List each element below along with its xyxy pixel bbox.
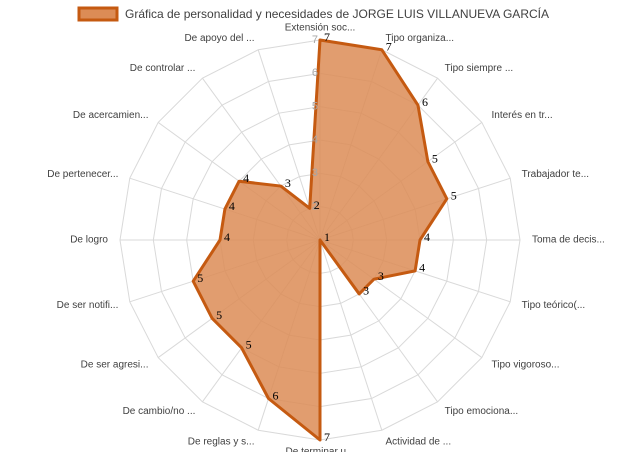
category-label: De cambio/no ... [123,406,196,417]
legend-swatch [77,6,119,22]
category-label: Tipo siempre ... [445,63,514,74]
data-label: 4 [243,171,249,185]
data-label: 4 [419,261,425,275]
category-label: De pertenecer... [47,169,118,180]
data-label: 5 [197,271,203,285]
data-label: 4 [229,199,235,213]
data-label: 6 [272,388,278,402]
category-label: Tipo organiza... [386,33,455,44]
data-label: 5 [246,338,252,352]
data-label: 7 [324,430,330,444]
data-label: 5 [216,308,222,322]
series-area [191,38,449,442]
category-label: Interés en tr... [492,110,553,121]
category-label: Tipo emociona... [445,406,519,417]
category-label: Actividad de ... [386,436,452,447]
data-label: 3 [378,269,384,283]
data-label: 5 [451,189,457,203]
data-label: 4 [224,230,230,244]
r-tick-label: 5 [312,101,318,113]
category-label: De reglas y s... [188,436,255,447]
data-label: 3 [363,284,369,298]
category-label: Toma de decis... [532,235,605,246]
data-label: 5 [432,151,438,165]
category-label: De ser agresi... [81,359,149,370]
data-label: 1 [324,230,330,244]
r-tick-label: 4 [312,134,318,146]
category-label: Trabajador te... [522,169,589,180]
category-label: De logro [70,235,108,246]
data-label: 4 [424,230,430,244]
data-label: 6 [422,95,428,109]
data-label: 2 [314,198,320,212]
legend-label: Gráfica de personalidad y necesidades de… [125,6,549,21]
category-label: De acercamien... [73,110,149,121]
category-label: De ser notifi... [57,300,119,311]
r-tick-label: 3 [312,167,318,179]
category-label: Extensión soc... [285,23,356,34]
category-label: Tipo teórico(... [522,300,586,311]
r-tick-label: 6 [312,67,318,79]
category-label: Tipo vigoroso... [492,359,560,370]
data-label: 7 [324,30,330,44]
data-label: 3 [285,176,291,190]
data-label: 7 [386,40,392,54]
spoke [319,239,383,431]
category-label: De terminar u... [286,447,355,452]
r-tick-label: 7 [312,34,318,46]
r-tick-label: 2 [312,201,318,213]
category-label: De controlar ... [130,63,196,74]
category-label: De apoyo del ... [184,33,254,44]
